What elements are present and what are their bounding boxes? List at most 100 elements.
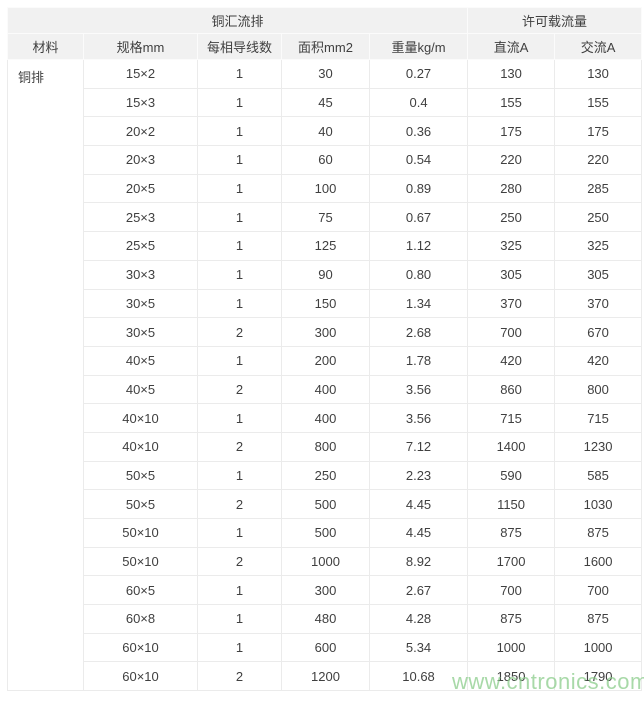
cell-weight: 1.78 — [368, 345, 469, 376]
table-row: 40×5 2 400 3.56 860 800 — [8, 374, 643, 405]
cell-ac-amps: 1600 — [554, 546, 643, 577]
cell-conductors: 1 — [197, 604, 282, 634]
table-row: 铜排 15×2 1 30 0.27 130 130 — [7, 58, 643, 692]
cell-ac-amps: 1000 — [554, 632, 643, 663]
table-row: 40×10 2 800 7.12 1400 1230 — [8, 431, 643, 462]
cell-weight: 3.56 — [368, 374, 469, 405]
cell-dc-amps: 590 — [467, 460, 556, 491]
cell-dc-amps: 700 — [467, 575, 556, 606]
cell-conductors: 1 — [197, 518, 282, 548]
cell-weight: 5.34 — [368, 632, 469, 663]
table-row: 40×5 1 200 1.78 420 420 — [8, 345, 643, 376]
cell-ac-amps: 370 — [554, 288, 643, 319]
column-header-conductors-per-phase: 每相导线数 — [197, 33, 282, 60]
column-header-row: 材料 规格mm 每相导线数 面积mm2 重量kg/m 直流A 交流A — [7, 33, 643, 60]
table-row: 50×10 2 1000 8.92 1700 1600 — [8, 546, 643, 577]
cell-area: 400 — [281, 403, 370, 433]
cell-ac-amps: 800 — [554, 374, 643, 405]
cell-spec: 30×5 — [83, 317, 198, 347]
cell-spec: 50×10 — [83, 546, 198, 577]
table-row: 25×3 1 75 0.67 250 250 — [8, 202, 643, 233]
cell-spec: 40×5 — [83, 345, 198, 376]
cell-conductors: 1 — [197, 116, 282, 147]
cell-weight: 0.4 — [368, 87, 469, 118]
cell-dc-amps: 860 — [467, 374, 556, 405]
cell-dc-amps: 325 — [467, 231, 556, 261]
cell-area: 30 — [281, 59, 370, 89]
table-row: 20×3 1 60 0.54 220 220 — [8, 145, 643, 175]
cell-dc-amps: 420 — [467, 345, 556, 376]
cell-weight: 4.45 — [368, 518, 469, 548]
cell-spec: 40×5 — [83, 374, 198, 405]
group-header-allowed-current: 许可载流量 — [467, 7, 643, 34]
cell-spec: 60×5 — [83, 575, 198, 606]
cell-area: 1000 — [281, 546, 370, 577]
group-header-row: 铜汇流排 许可载流量 — [6, 7, 643, 34]
cell-spec: 50×5 — [83, 489, 198, 519]
cell-spec: 30×3 — [83, 259, 198, 290]
cell-conductors: 1 — [197, 575, 282, 606]
cell-conductors: 1 — [197, 173, 282, 204]
cell-weight: 0.54 — [368, 145, 469, 175]
cell-ac-amps: 305 — [554, 259, 643, 290]
cell-weight: 8.92 — [368, 546, 469, 577]
cell-area: 40 — [281, 116, 370, 147]
table-row: 50×10 1 500 4.45 875 875 — [8, 518, 643, 548]
cell-ac-amps: 420 — [554, 345, 643, 376]
table-row: 60×10 1 600 5.34 1000 1000 — [8, 632, 643, 663]
table-row: 60×8 1 480 4.28 875 875 — [8, 604, 643, 634]
table-row: 20×5 1 100 0.89 280 285 — [8, 173, 643, 204]
cell-ac-amps: 585 — [554, 460, 643, 491]
column-header-ac-amps: 交流A — [554, 33, 643, 60]
cell-weight: 1.34 — [368, 288, 469, 319]
cell-dc-amps: 220 — [467, 145, 556, 175]
material-cell: 铜排 — [7, 58, 84, 692]
cell-dc-amps: 130 — [467, 59, 556, 89]
cell-dc-amps: 155 — [467, 87, 556, 118]
cell-weight: 1.12 — [368, 231, 469, 261]
cell-weight: 0.36 — [368, 116, 469, 147]
cell-conductors: 2 — [197, 661, 282, 692]
table-row: 30×5 2 300 2.68 700 670 — [8, 317, 643, 347]
table-row: 15×3 1 45 0.4 155 155 — [8, 87, 643, 118]
cell-conductors: 1 — [197, 403, 282, 433]
cell-weight: 10.68 — [368, 661, 469, 692]
cell-conductors: 1 — [197, 288, 282, 319]
cell-ac-amps: 175 — [554, 116, 643, 147]
cell-ac-amps: 1790 — [554, 661, 643, 692]
cell-dc-amps: 715 — [467, 403, 556, 433]
cell-conductors: 2 — [197, 546, 282, 577]
cell-dc-amps: 175 — [467, 116, 556, 147]
cell-area: 45 — [281, 87, 370, 118]
cell-area: 75 — [281, 202, 370, 233]
cell-conductors: 1 — [197, 632, 282, 663]
cell-weight: 4.28 — [368, 604, 469, 634]
cell-dc-amps: 250 — [467, 202, 556, 233]
cell-conductors: 1 — [197, 87, 282, 118]
cell-spec: 40×10 — [83, 431, 198, 462]
cell-conductors: 2 — [197, 431, 282, 462]
cell-ac-amps: 875 — [554, 518, 643, 548]
cell-dc-amps: 1000 — [467, 632, 556, 663]
cell-weight: 2.68 — [368, 317, 469, 347]
cell-weight: 2.67 — [368, 575, 469, 606]
table-body: 铜排 15×2 1 30 0.27 130 130 15×3 1 45 0.4 155 155 20×2 1… — [7, 58, 643, 692]
cell-spec: 60×10 — [83, 632, 198, 663]
cell-weight: 3.56 — [368, 403, 469, 433]
cell-ac-amps: 1030 — [554, 489, 643, 519]
table-row: 30×5 1 150 1.34 370 370 — [8, 288, 643, 319]
cell-area: 500 — [281, 489, 370, 519]
table-row: 60×5 1 300 2.67 700 700 — [8, 575, 643, 606]
cell-spec: 60×10 — [83, 661, 198, 692]
cell-ac-amps: 325 — [554, 231, 643, 261]
cell-ac-amps: 670 — [554, 317, 643, 347]
cell-spec: 15×2 — [83, 59, 198, 89]
cell-weight: 2.23 — [368, 460, 469, 491]
cell-spec: 60×8 — [83, 604, 198, 634]
cell-conductors: 1 — [197, 59, 282, 89]
column-header-dc-amps: 直流A — [467, 33, 556, 60]
table-row: 60×10 2 1200 10.68 1850 1790 — [8, 661, 643, 692]
cell-area: 1200 — [281, 661, 370, 692]
cell-area: 800 — [281, 431, 370, 462]
table-header: 铜汇流排 许可载流量 材料 规格mm 每相导线数 面积mm2 重量kg/m 直流… — [6, 7, 643, 60]
